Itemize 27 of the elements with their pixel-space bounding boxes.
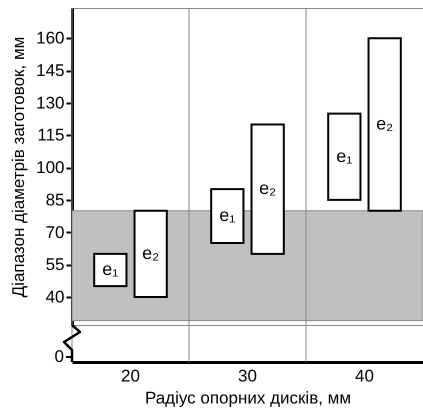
text: e₁ [336, 146, 352, 166]
x-tick-label: 30 [238, 366, 257, 386]
y-tick-label: 55 [46, 255, 64, 274]
y-tick-label: 100 [36, 158, 64, 178]
x-tick-label: 20 [121, 366, 140, 386]
y-tick-label: 160 [36, 28, 64, 48]
y-tick-label: 130 [36, 93, 64, 112]
x-tick-label: 40 [355, 366, 374, 386]
y-tick-label: 85 [46, 190, 64, 210]
y-tick-label: 115 [37, 126, 64, 145]
text: e₂ [376, 113, 394, 134]
text: e₂ [259, 178, 276, 198]
bar [368, 37, 402, 212]
bar [93, 252, 128, 288]
bar [210, 188, 244, 244]
series-label: e₂ [142, 242, 160, 263]
x-axis-title: Радіус опорних дисків, мм [144, 388, 352, 408]
bar [327, 112, 362, 201]
y-tick-label: 40 [46, 287, 64, 306]
series-label: e₁ [102, 259, 118, 280]
text: e₁ [219, 205, 236, 226]
y-axis-title: Діапазон діаметрів заготовок, мм [9, 36, 28, 298]
y-tick-label: 145 [36, 61, 64, 80]
y-tick-label: 70 [46, 222, 64, 242]
bar [250, 123, 285, 255]
bar [134, 210, 168, 298]
text: 0 [54, 347, 64, 366]
